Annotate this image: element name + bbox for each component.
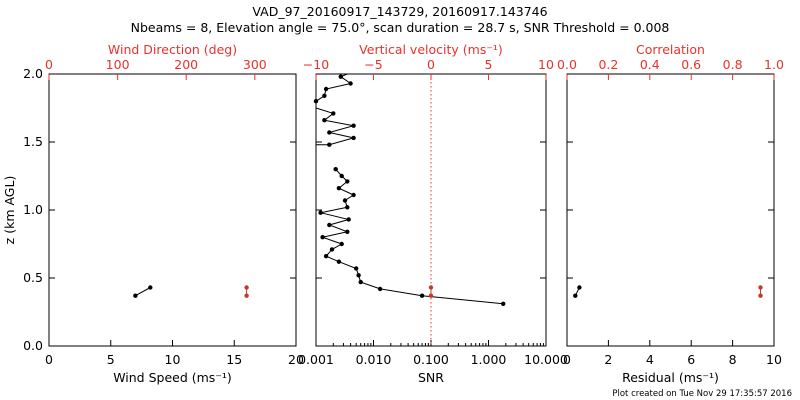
top-tick-label: 1.0	[764, 57, 784, 72]
data-point	[333, 167, 338, 172]
panel-residual-correlation: 0 2 4 6 8 10 Residual (ms⁻¹) 0.0 0.2 0.4 0.6 0.8 1.0…	[557, 42, 784, 385]
data-point	[320, 235, 325, 240]
data-point	[501, 301, 506, 306]
data-point	[339, 173, 344, 179]
data-point	[329, 247, 335, 252]
data-point	[348, 81, 353, 86]
data-point	[342, 198, 348, 203]
y-tick-label: 2.0	[23, 66, 43, 81]
top-tick-label: 0.2	[598, 57, 618, 72]
top-tick-label: 200	[174, 57, 198, 72]
data-point	[244, 293, 249, 298]
data-point	[336, 259, 342, 264]
series-line	[135, 287, 151, 297]
plot-created-footer: Plot created on Tue Nov 29 17:35:57 2016	[612, 389, 792, 399]
top-tick-label: 0.0	[557, 57, 577, 72]
data-point	[351, 192, 356, 198]
y-tick-label: 0.0	[23, 338, 43, 353]
x-tick-label: 4	[646, 352, 654, 367]
data-point	[358, 279, 363, 285]
data-point	[331, 111, 336, 116]
x-tick-label: 6	[687, 352, 695, 367]
data-point	[345, 179, 350, 184]
data-point	[428, 285, 434, 290]
data-point	[345, 205, 350, 210]
data-point	[351, 135, 356, 141]
top-tick-label: 0.6	[681, 57, 701, 72]
data-point	[356, 273, 361, 278]
y-tick-label: 0.5	[23, 270, 43, 285]
panel-snr-vertical-velocity: 0.001 0.010 0.100 1.000 10.000 SNR −10 −5 0 5 10 Ve…	[298, 42, 568, 385]
data-point	[346, 217, 351, 222]
data-point	[338, 74, 343, 79]
top-tick-label: 5	[485, 57, 493, 72]
data-point	[327, 142, 332, 147]
x-tick-label: 5	[107, 352, 115, 367]
chart-title-line1: VAD_97_20160917_143729, 20160917.143746	[252, 4, 547, 19]
top-tick-label: 0	[427, 57, 435, 72]
top-tick-label: 10	[538, 57, 554, 72]
panel-wind-speed-direction: 0 5 10 15 20 Wind Speed (ms⁻¹) 0 100 200 300 Wind …	[2, 42, 304, 385]
data-point	[318, 210, 323, 215]
series-line	[320, 168, 504, 305]
data-point	[322, 93, 327, 99]
top-tick-label: 0	[45, 57, 53, 72]
data-point	[244, 285, 249, 290]
x-axis-label: SNR	[418, 370, 444, 385]
data-point	[377, 286, 383, 292]
x-tick-label: 0.010	[356, 352, 392, 367]
top-tick-label: 0.8	[723, 57, 743, 72]
data-point	[345, 229, 350, 234]
x-tick-label: 1.000	[471, 352, 507, 367]
y-axis-label: z (km AGL)	[2, 176, 17, 245]
series-line	[315, 73, 354, 146]
plot-frame	[566, 73, 775, 347]
data-point	[354, 266, 359, 271]
data-point	[573, 293, 578, 298]
data-point	[322, 118, 327, 123]
data-point	[323, 254, 329, 259]
data-point	[758, 293, 763, 298]
data-point	[133, 293, 138, 298]
data-point	[313, 99, 319, 104]
x-tick-label: 0.100	[413, 352, 449, 367]
top-axis-label: Vertical velocity (ms⁻¹)	[359, 42, 503, 57]
data-point	[428, 293, 434, 298]
data-point	[148, 285, 153, 290]
top-axis-label: Correlation	[636, 42, 705, 57]
data-point	[419, 293, 425, 298]
data-point	[758, 285, 763, 290]
x-axis-label: Wind Speed (ms⁻¹)	[113, 370, 232, 385]
y-tick-label: 1.0	[23, 202, 43, 217]
top-tick-label: −5	[364, 57, 382, 72]
top-axis-label: Wind Direction (deg)	[108, 42, 237, 57]
chart-title-line2: Nbeams = 8, Elevation angle = 75.0°, sca…	[131, 20, 670, 35]
top-tick-label: 100	[106, 57, 130, 72]
x-tick-label: 10.000	[524, 352, 568, 367]
x-tick-label: 0	[563, 352, 571, 367]
data-point	[327, 130, 332, 135]
plot-frame	[48, 73, 297, 347]
y-tick-label: 1.5	[23, 134, 43, 149]
x-tick-label: 8	[729, 352, 737, 367]
top-tick-label: 0.4	[640, 57, 660, 72]
x-tick-label: 0.001	[298, 352, 334, 367]
data-point	[323, 86, 329, 92]
data-point	[351, 123, 356, 128]
x-tick-label: 10	[165, 352, 181, 367]
x-tick-label: 20	[288, 352, 304, 367]
data-point	[577, 285, 582, 290]
top-tick-label: 300	[243, 57, 267, 72]
x-tick-label: 2	[604, 352, 612, 367]
data-point	[336, 186, 342, 191]
data-point	[327, 222, 332, 228]
x-axis-label: Residual (ms⁻¹)	[622, 370, 719, 385]
x-tick-label: 10	[766, 352, 782, 367]
x-tick-label: 0	[45, 352, 53, 367]
top-tick-label: −10	[303, 57, 329, 72]
x-tick-label: 15	[226, 352, 242, 367]
data-point	[339, 241, 344, 247]
